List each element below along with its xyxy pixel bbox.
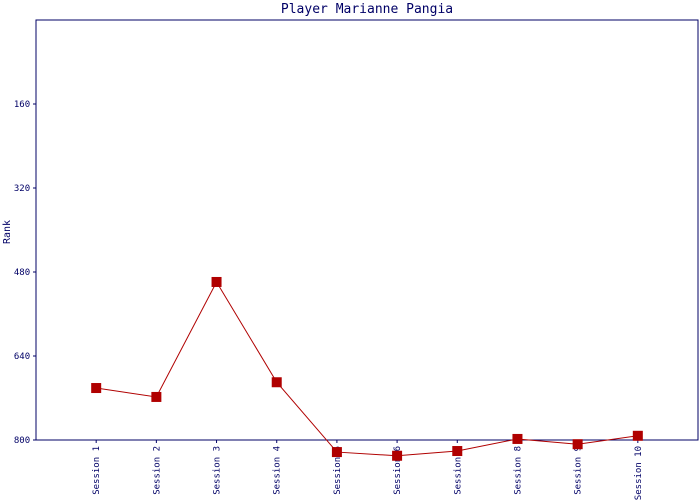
y-tick-label: 480 — [14, 268, 30, 278]
x-tick-label: Session 2 — [152, 446, 162, 495]
plot-frame — [35, 19, 699, 441]
x-tick-label: Session 7 — [453, 446, 463, 495]
x-tick-label: Session 9 — [574, 446, 584, 495]
x-tick-label: Session 5 — [333, 446, 343, 495]
y-axis-label: Rank — [2, 220, 13, 244]
x-tick-label: Session 1 — [92, 446, 102, 495]
x-tick-label: Session 10 — [634, 446, 644, 500]
series-line — [96, 280, 638, 457]
x-tick-label: Session 6 — [393, 446, 403, 495]
point-marker — [331, 447, 342, 458]
point-marker — [392, 450, 403, 461]
point-marker — [452, 446, 463, 457]
point-marker — [512, 433, 523, 444]
point-marker — [572, 439, 583, 450]
point-marker — [211, 276, 222, 287]
x-tick-label: Session 4 — [273, 446, 283, 495]
y-tick-label: 160 — [14, 100, 30, 110]
y-tick-label: 640 — [14, 352, 30, 362]
chart-title: Player Marianne Pangia — [281, 2, 453, 17]
y-tick-label: 320 — [14, 184, 30, 194]
x-tick-label: Session 3 — [213, 446, 223, 495]
point-marker — [151, 391, 162, 402]
point-marker — [271, 377, 282, 388]
y-tick-label: 800 — [14, 436, 30, 446]
point-marker — [632, 430, 643, 441]
point-marker — [91, 383, 102, 394]
x-tick-label: Session 8 — [513, 446, 523, 495]
